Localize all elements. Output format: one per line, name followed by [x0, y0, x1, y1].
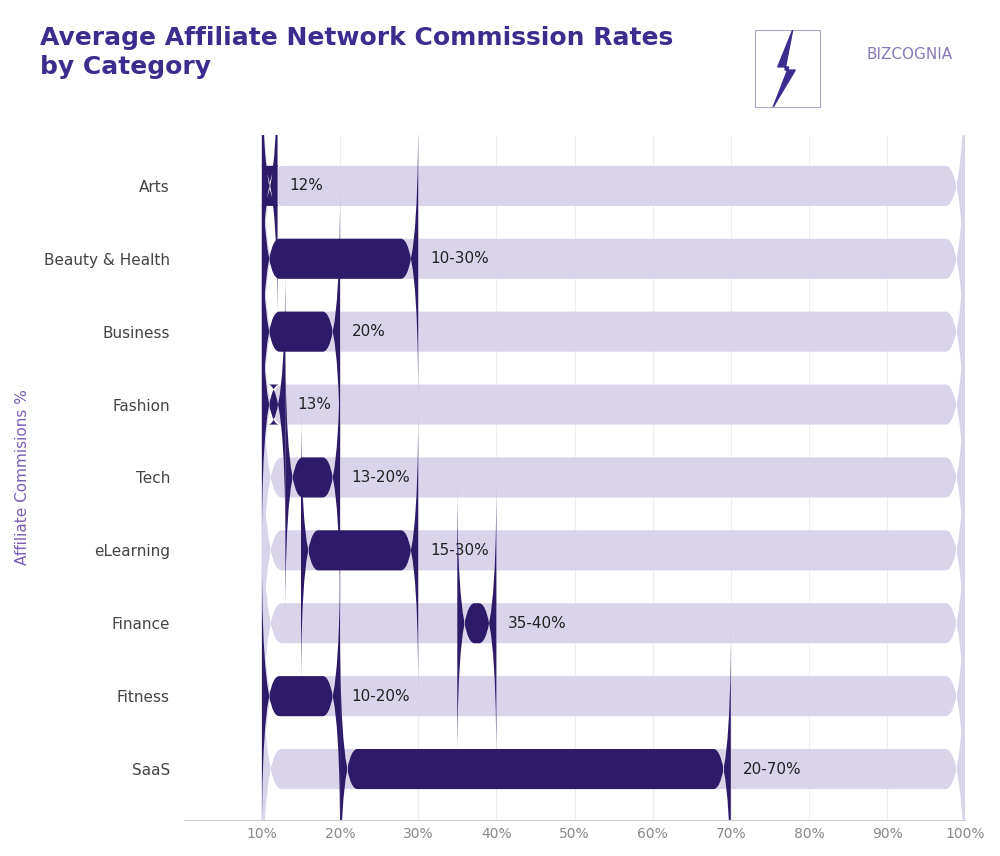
Text: 13%: 13%: [297, 397, 331, 412]
FancyBboxPatch shape: [457, 483, 496, 764]
Text: 10-20%: 10-20%: [352, 688, 410, 704]
Text: 15-30%: 15-30%: [430, 543, 489, 558]
Text: 13-20%: 13-20%: [352, 470, 411, 485]
Text: 10-30%: 10-30%: [430, 252, 489, 266]
FancyBboxPatch shape: [262, 315, 965, 639]
FancyBboxPatch shape: [301, 410, 418, 691]
FancyBboxPatch shape: [262, 97, 965, 421]
FancyBboxPatch shape: [262, 118, 418, 399]
FancyBboxPatch shape: [262, 556, 340, 836]
Text: 20%: 20%: [352, 324, 386, 339]
Text: 35-40%: 35-40%: [508, 615, 567, 631]
Polygon shape: [773, 30, 795, 107]
FancyBboxPatch shape: [262, 192, 340, 472]
FancyBboxPatch shape: [262, 607, 965, 856]
Text: 20-70%: 20-70%: [743, 762, 801, 776]
FancyBboxPatch shape: [262, 24, 965, 348]
FancyBboxPatch shape: [262, 169, 965, 494]
FancyBboxPatch shape: [262, 461, 965, 786]
FancyBboxPatch shape: [262, 265, 285, 545]
FancyBboxPatch shape: [285, 337, 340, 618]
FancyBboxPatch shape: [262, 388, 965, 712]
Text: Average Affiliate Network Commission Rates
by Category: Average Affiliate Network Commission Rat…: [40, 26, 673, 80]
Text: BIZCOGNIA: BIZCOGNIA: [867, 47, 953, 62]
Text: 12%: 12%: [289, 178, 323, 193]
FancyBboxPatch shape: [262, 242, 965, 567]
FancyBboxPatch shape: [260, 45, 279, 326]
Y-axis label: Affiliate Commisions %: Affiliate Commisions %: [15, 389, 30, 565]
FancyBboxPatch shape: [340, 628, 731, 856]
FancyBboxPatch shape: [262, 534, 965, 856]
